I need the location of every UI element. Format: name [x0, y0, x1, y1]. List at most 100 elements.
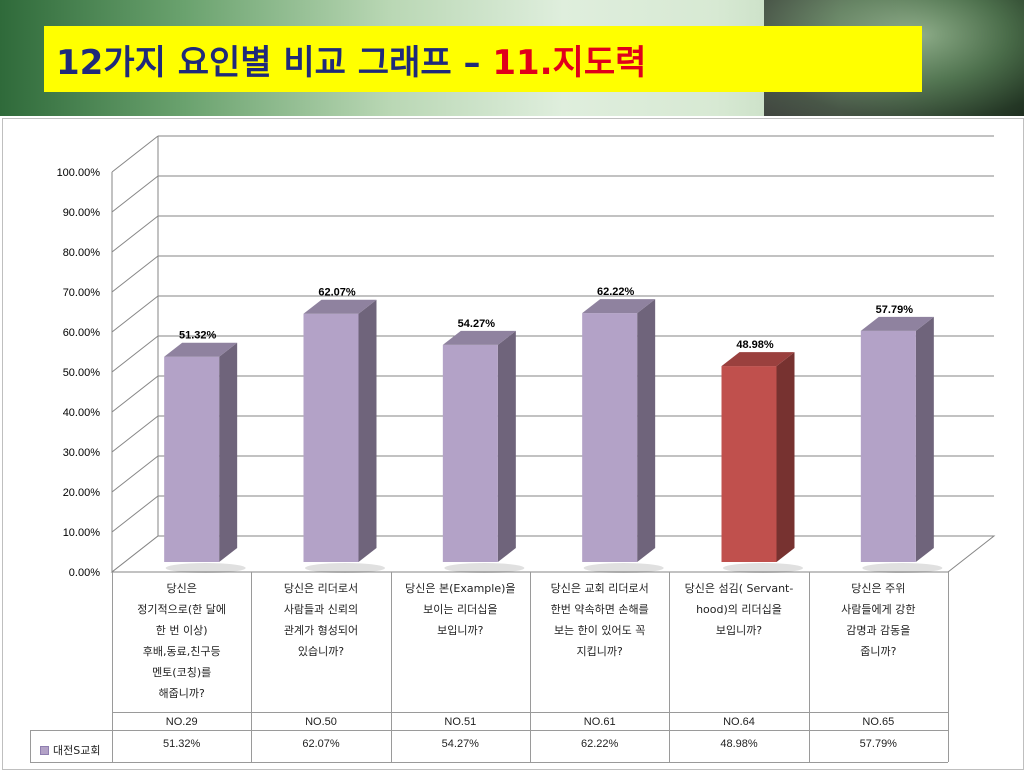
table-rule — [30, 730, 31, 762]
category-label-line: 당신은 교회 리더로서 — [550, 582, 649, 595]
legend-swatch — [40, 745, 49, 755]
category-label-line: 후배,동료,친구등 — [142, 645, 221, 658]
bar-side — [915, 316, 934, 562]
question-number: NO.61 — [583, 716, 616, 728]
bar — [721, 366, 777, 562]
wall-gridline — [111, 495, 159, 533]
category-label-line: 줍니까? — [860, 645, 897, 658]
y-tick-label: 90.00% — [63, 207, 101, 219]
data-label: 54.27% — [458, 318, 496, 330]
question-number: NO.64 — [723, 716, 755, 728]
y-tick-label: 60.00% — [63, 327, 101, 339]
category-label-line: 한 번 이상) — [155, 624, 208, 637]
category-label-line: 보는 한이 있어도 꼭 — [553, 624, 646, 637]
wall-gridline — [111, 175, 159, 213]
table-value: 54.27% — [441, 738, 479, 750]
bar-shadow — [723, 563, 803, 573]
table-rule — [948, 572, 949, 762]
bar-side — [776, 352, 795, 562]
y-tick-label: 30.00% — [63, 447, 101, 459]
wall-gridline — [111, 415, 159, 453]
wall-gridline — [111, 455, 159, 493]
table-value: 57.79% — [859, 738, 897, 750]
wall-gridline — [111, 335, 159, 373]
category-label-line: 멘토(코칭)를 — [152, 666, 212, 679]
wall-gridline — [111, 135, 159, 173]
bar-shadow — [444, 563, 525, 573]
y-tick-label: 20.00% — [63, 487, 101, 499]
question-number: NO.29 — [165, 716, 198, 728]
table-rule — [30, 730, 948, 731]
y-tick-label: 40.00% — [63, 407, 101, 419]
table-rule — [112, 572, 113, 762]
question-number: NO.50 — [305, 716, 337, 728]
table-rule — [30, 762, 948, 763]
table-rule — [251, 572, 253, 762]
data-label: 48.98% — [736, 339, 774, 351]
category-label-line: 보입니까? — [715, 624, 763, 637]
bar-top — [164, 342, 238, 357]
category-label-line: 관계가 형성되어 — [283, 624, 359, 637]
bar-shadow — [165, 563, 246, 573]
y-tick-label: 70.00% — [63, 287, 101, 299]
y-tick-label: 80.00% — [63, 247, 101, 259]
wall-gridline — [111, 295, 159, 333]
bar-top — [721, 352, 795, 367]
bar-top — [582, 299, 656, 314]
legend: 대전S교회 — [30, 738, 112, 762]
table-rule — [669, 572, 671, 762]
bar-side — [358, 299, 377, 562]
category-label-line: 사람들과 신뢰의 — [283, 603, 359, 616]
title-prefix: 12가지 요인별 비교 그래프 – — [56, 42, 493, 83]
category-label-line: 당신은 주위 — [851, 582, 906, 595]
question-number: NO.51 — [444, 716, 477, 728]
y-tick-label: 100.00% — [57, 167, 101, 179]
bar-side — [219, 342, 238, 562]
category-label-line: 보이는 리더십을 — [423, 603, 498, 616]
bar-shadow — [305, 563, 385, 573]
category-label-line: 당신은 섬김( Servant- — [684, 582, 794, 595]
bar — [582, 313, 638, 562]
category-label-line: 당신은 본(Example)을 — [405, 582, 516, 595]
category-label-line: 정기적으로(한 달에 — [137, 603, 227, 616]
data-label: 51.32% — [179, 330, 217, 342]
category-label: 당신은 본(Example)을 보이는 리더십을 보입니까? — [391, 578, 530, 641]
category-label-line: 한번 약속하면 손해를 — [550, 603, 649, 616]
category-label-line: 지킵니까? — [576, 645, 623, 658]
bar-shadow — [862, 563, 943, 573]
y-tick-label: 50.00% — [63, 367, 101, 379]
bar-top — [860, 316, 934, 331]
title-box: 12가지 요인별 비교 그래프 – 11.지도력 — [44, 26, 922, 92]
title-highlight: 11.지도력 — [492, 42, 647, 83]
category-label-line: 당신은 — [166, 582, 197, 595]
category-label-line: 해줍니까? — [158, 687, 205, 700]
wall-gridline — [111, 255, 159, 293]
bar — [860, 330, 916, 562]
category-label: 당신은 주위 사람들에게 강한 감명과 감동을 줍니까? — [809, 578, 948, 662]
data-label: 62.22% — [597, 286, 635, 298]
bar-side — [637, 299, 656, 562]
category-label: 당신은 리더로서 사람들과 신뢰의 관계가 형성되어 있습니까? — [251, 578, 390, 662]
y-tick-label: 10.00% — [63, 527, 101, 539]
table-value: 62.22% — [581, 738, 619, 750]
bar — [442, 344, 498, 562]
bar-shadow — [583, 563, 664, 573]
table-rule — [808, 572, 810, 762]
data-label: 57.79% — [876, 304, 914, 316]
wall-gridline — [111, 215, 159, 253]
y-tick-label: 0.00% — [69, 567, 100, 579]
page-title: 12가지 요인별 비교 그래프 – 11.지도력 — [56, 35, 646, 84]
bar-top — [303, 299, 377, 314]
wall-gridline — [111, 375, 159, 413]
table-value: 62.07% — [302, 738, 340, 750]
table-rule — [390, 572, 392, 762]
category-label-line: 사람들에게 강한 — [841, 603, 916, 616]
question-number: NO.65 — [862, 716, 895, 728]
table-rule — [530, 572, 531, 762]
category-label-line: 당신은 리더로서 — [283, 582, 359, 595]
bar — [164, 356, 220, 562]
category-label-line: hood)의 리더십을 — [696, 603, 782, 616]
